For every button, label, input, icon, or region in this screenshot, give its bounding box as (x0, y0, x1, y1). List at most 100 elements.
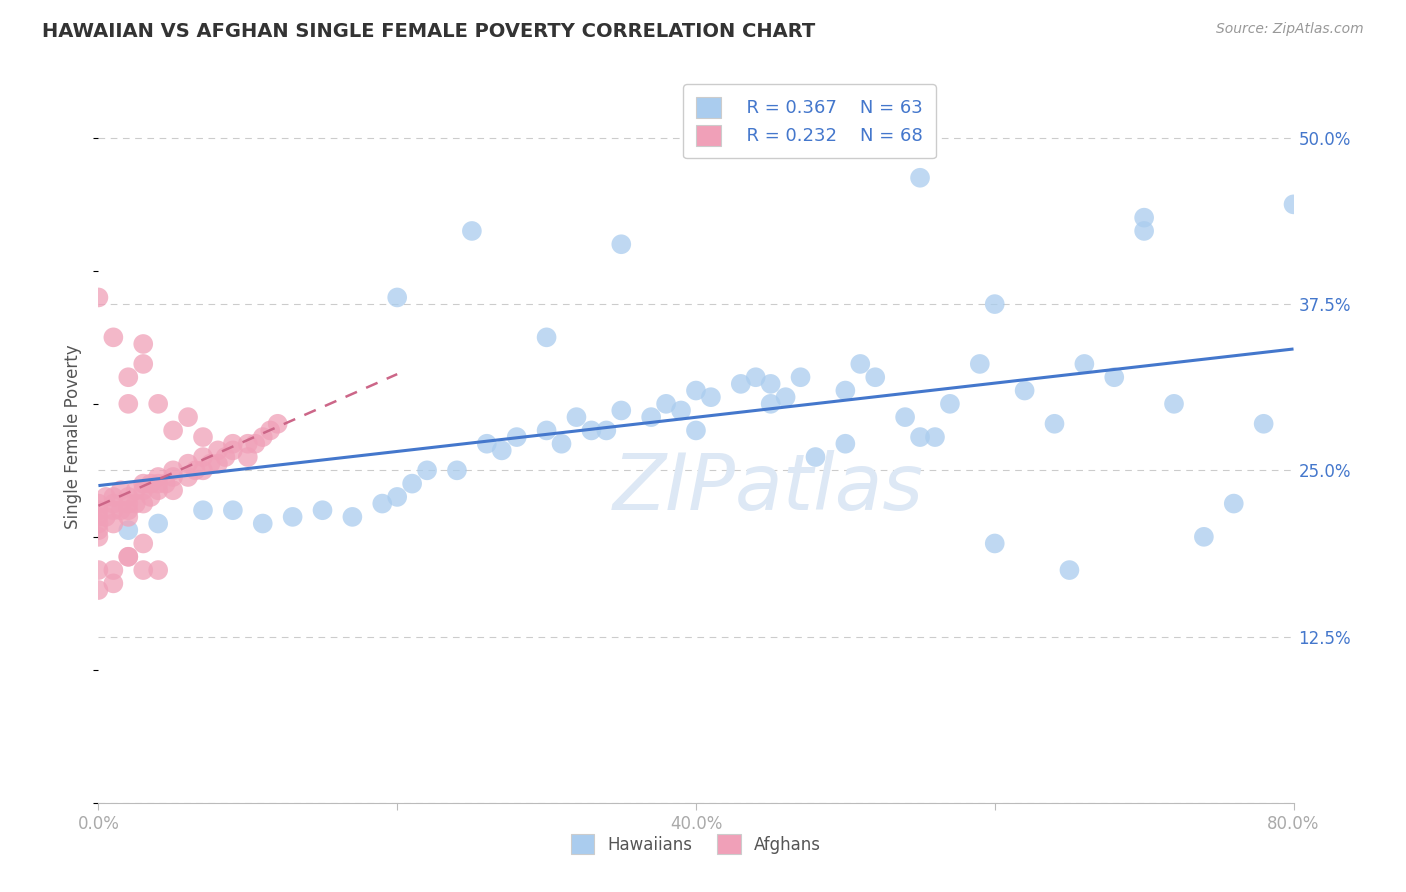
Point (1163, 397, 1185, 411)
Point (550, 436, 572, 450)
Point (207, 443, 229, 458)
Point (1192, 530, 1215, 544)
Point (162, 470, 184, 484)
Point (939, 397, 962, 411)
Point (446, 463, 468, 477)
Point (103, 503, 125, 517)
Point (1043, 417, 1066, 431)
Point (259, 424, 281, 438)
Point (461, 224, 484, 238)
Point (184, 463, 207, 477)
Point (1059, 563, 1081, 577)
Point (117, 490, 139, 504)
Point (87, 497, 110, 511)
Point (87, 582, 110, 597)
Point (117, 370, 139, 384)
Point (1133, 211, 1156, 225)
Point (804, 450, 827, 464)
Point (834, 436, 856, 450)
Point (685, 384, 707, 398)
Point (1133, 224, 1156, 238)
Point (984, 297, 1007, 311)
Point (245, 436, 267, 450)
Point (1073, 357, 1095, 371)
Point (94, 509, 117, 524)
Point (252, 430, 274, 444)
Point (1014, 384, 1036, 398)
Text: ZIPatlas: ZIPatlas (612, 450, 924, 526)
Point (125, 483, 148, 498)
Point (222, 443, 245, 458)
Point (132, 536, 155, 550)
Point (416, 463, 439, 477)
Point (103, 330, 125, 344)
Point (908, 170, 931, 185)
Point (730, 376, 752, 391)
Point (595, 424, 617, 438)
Point (342, 509, 364, 524)
Point (148, 516, 170, 531)
Point (177, 410, 200, 425)
Point (103, 490, 125, 504)
Point (222, 436, 245, 450)
Point (281, 509, 304, 524)
Point (865, 370, 887, 384)
Point (700, 390, 723, 404)
Point (87, 290, 110, 304)
Point (969, 357, 991, 371)
Y-axis label: Single Female Poverty: Single Female Poverty (65, 345, 83, 529)
Point (789, 370, 811, 384)
Point (536, 424, 558, 438)
Point (148, 483, 170, 498)
Point (191, 450, 214, 464)
Point (759, 376, 782, 391)
Point (745, 370, 768, 384)
Point (669, 403, 692, 417)
Point (610, 403, 633, 417)
Point (162, 463, 184, 477)
Point (177, 457, 200, 471)
Point (385, 490, 409, 504)
Point (162, 424, 184, 438)
Point (191, 430, 214, 444)
Point (87, 516, 110, 531)
Point (132, 497, 155, 511)
Point (148, 397, 170, 411)
Point (191, 503, 214, 517)
Point (207, 457, 229, 471)
Point (849, 357, 872, 371)
Point (834, 384, 856, 398)
Point (565, 410, 588, 425)
Point (139, 476, 162, 491)
Point (506, 430, 529, 444)
Point (252, 516, 274, 531)
Point (117, 509, 139, 524)
Point (924, 430, 946, 444)
Point (117, 549, 139, 564)
Point (685, 424, 707, 438)
Point (103, 497, 125, 511)
Point (385, 290, 409, 304)
Point (640, 410, 662, 425)
Point (132, 483, 155, 498)
Text: HAWAIIAN VS AFGHAN SINGLE FEMALE POVERTY CORRELATION CHART: HAWAIIAN VS AFGHAN SINGLE FEMALE POVERTY… (42, 22, 815, 41)
Point (117, 549, 139, 564)
Point (1282, 197, 1305, 211)
Point (132, 563, 155, 577)
Point (610, 237, 633, 252)
Point (110, 503, 132, 517)
Point (87, 563, 110, 577)
Point (132, 337, 155, 351)
Point (267, 417, 290, 431)
Point (1104, 370, 1126, 384)
Point (200, 457, 222, 471)
Point (87, 509, 110, 524)
Point (155, 476, 177, 491)
Point (87, 530, 110, 544)
Point (894, 410, 917, 425)
Point (236, 436, 259, 450)
Point (103, 576, 125, 591)
Point (655, 397, 678, 411)
Point (132, 357, 155, 371)
Point (103, 563, 125, 577)
